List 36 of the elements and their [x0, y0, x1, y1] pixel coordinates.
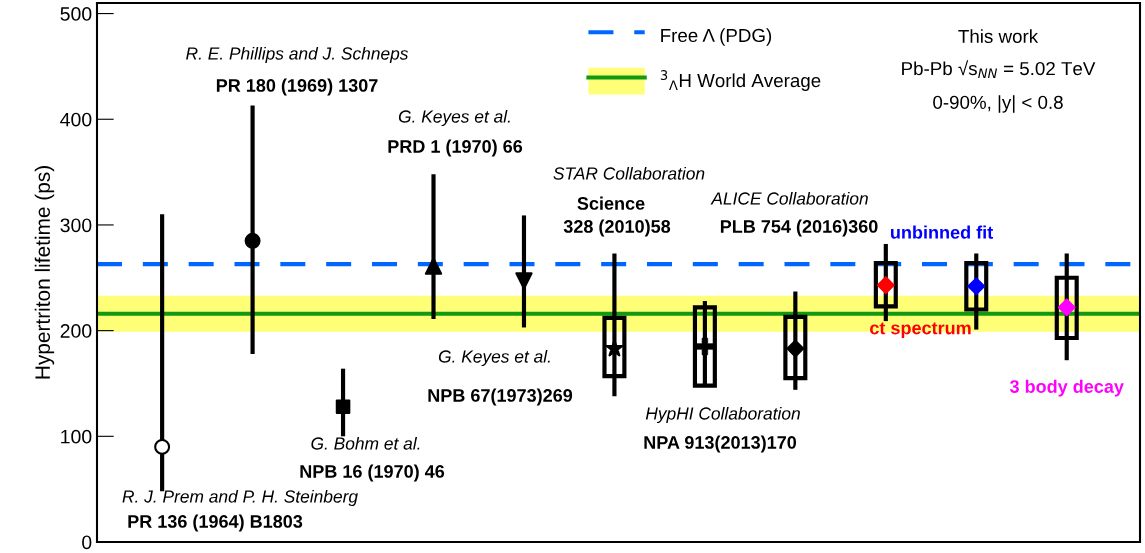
series-label: ct spectrum: [870, 322, 971, 338]
y-tick-label: 400: [60, 112, 92, 127]
annotation: PR 180 (1969) 1307: [216, 78, 378, 96]
point: [424, 257, 443, 275]
annotation: Science: [577, 196, 645, 210]
annotation: NPA 913(2013)170: [644, 435, 797, 453]
legend-label: Free Λ (PDG): [661, 28, 772, 46]
annotation: Pb-Pb √s$_{NN}$ = 5.02 TeV: [902, 60, 1096, 79]
y-tick-label: 0: [82, 535, 92, 550]
point: [335, 399, 351, 415]
y-tick-label: 100: [61, 429, 92, 444]
annotation: 328 (2010)58: [563, 219, 671, 237]
annotation: R. J. Prem and P. H. Steinberg: [122, 489, 358, 507]
annotation: R. E. Phillips and J. Schneps: [186, 46, 409, 64]
text: 3 body decay: [1009, 379, 1124, 397]
annotation: G. Bohm et al.: [311, 436, 420, 450]
y-tick-label: 500: [60, 7, 92, 21]
y-tick-label: 200: [60, 324, 92, 338]
point: [154, 438, 171, 455]
annotation: ALICE Collaboration: [710, 191, 868, 205]
point: [244, 232, 261, 249]
annotation: G. Keyes et al.: [438, 349, 550, 367]
annotation: STAR Collaboration: [553, 166, 705, 180]
annotation: PRD 1 (1970) 66: [388, 139, 523, 157]
annotation: PR 136 (1964) B1803: [128, 514, 303, 532]
text: unbinned fit: [891, 225, 993, 239]
y-axis-title: Hypertriton lifetime (ps): [34, 166, 55, 379]
annotation: This work: [958, 29, 1039, 44]
annotation: NPB 16 (1970) 46: [300, 464, 445, 482]
y-tick-label: 300: [60, 218, 92, 233]
legend-label: $^{3}$$_{Λ}$H World Average: [660, 70, 821, 91]
annotation: PLB 754 (2016)360: [720, 219, 878, 237]
annotation: G. Keyes et al.: [398, 109, 510, 127]
annotation: 0-90%, |y| < 0.8: [933, 95, 1063, 113]
annotation: NPB 67(1973)269: [428, 388, 573, 406]
annotation: HypHI Collaboration: [645, 406, 800, 424]
